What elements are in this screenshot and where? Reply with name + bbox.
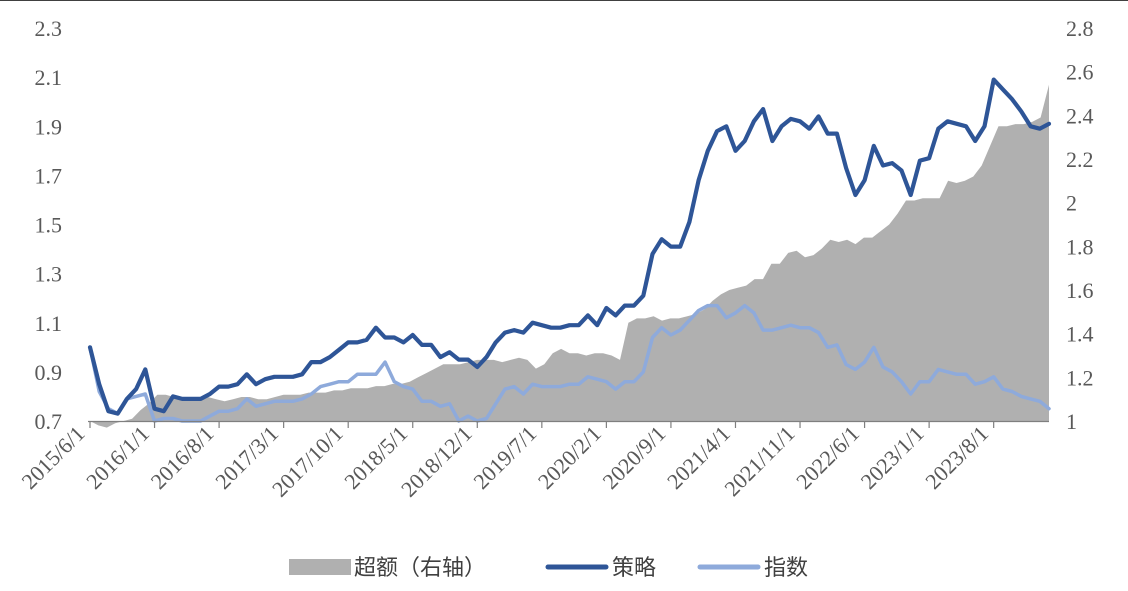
y-left-tick-label: 1.9	[35, 114, 63, 139]
y-left-tick-label: 2.3	[35, 16, 63, 41]
x-tick-label: 2017/10/1	[267, 421, 348, 502]
y-axis-left: 0.7 0.9 1.1 1.3 1.5 1.7 1.9 2.1 2.3	[35, 16, 63, 434]
y-left-tick-label: 1.1	[35, 311, 63, 336]
plot-area	[87, 77, 1052, 428]
legend-swatch-excess	[289, 559, 351, 575]
x-tick-label: 2023/1/1	[856, 421, 929, 494]
y-right-tick-label: 2.6	[1066, 60, 1094, 85]
x-tick-label: 2018/12/1	[396, 421, 477, 502]
x-tick-label: 2020/2/1	[533, 421, 606, 494]
legend-label-strategy: 策略	[612, 556, 656, 581]
y-right-tick-label: 2.8	[1066, 16, 1094, 41]
series-line-strategy	[87, 77, 1052, 416]
y-right-tick-label: 2	[1066, 191, 1077, 216]
x-tick-label: 2020/9/1	[597, 421, 670, 494]
x-tick-label: 2016/1/1	[81, 421, 154, 494]
series-line-index	[88, 303, 1051, 423]
y-left-tick-label: 0.9	[35, 360, 63, 385]
y-right-tick-label: 1.4	[1066, 322, 1094, 347]
x-tick-label: 2021/11/1	[719, 421, 799, 501]
y-left-tick-label: 2.1	[35, 65, 63, 90]
y-left-tick-label: 1.3	[35, 262, 63, 287]
y-left-tick-label: 0.7	[35, 409, 63, 434]
y-right-tick-label: 1.2	[1066, 365, 1094, 390]
y-axis-right: 1 1.2 1.4 1.6 1.8 2 2.2 2.4 2.6 2.8	[1066, 16, 1094, 434]
y-left-tick-label: 1.7	[35, 163, 63, 188]
x-axis: 2015/6/12016/1/12016/8/12017/3/12017/10/…	[17, 421, 1049, 502]
x-tick-label: 2016/8/1	[146, 421, 219, 494]
y-left-tick-label: 1.5	[35, 213, 63, 238]
legend-label-index: 指数	[764, 556, 808, 581]
x-tick-label: 2019/7/1	[468, 421, 541, 494]
y-right-tick-label: 1.6	[1066, 278, 1094, 303]
legend-label-excess: 超额（右轴）	[354, 556, 486, 581]
y-right-tick-label: 1.8	[1066, 234, 1094, 259]
series-area-excess	[90, 84, 1049, 428]
y-right-tick-label: 1	[1066, 409, 1077, 434]
legend: 超额（右轴） 策略 指数	[289, 556, 808, 581]
x-tick-label: 2023/8/1	[920, 421, 993, 494]
x-tick-label: 2022/6/1	[791, 421, 864, 494]
y-right-tick-label: 2.4	[1066, 103, 1094, 128]
y-right-tick-label: 2.2	[1066, 147, 1094, 172]
